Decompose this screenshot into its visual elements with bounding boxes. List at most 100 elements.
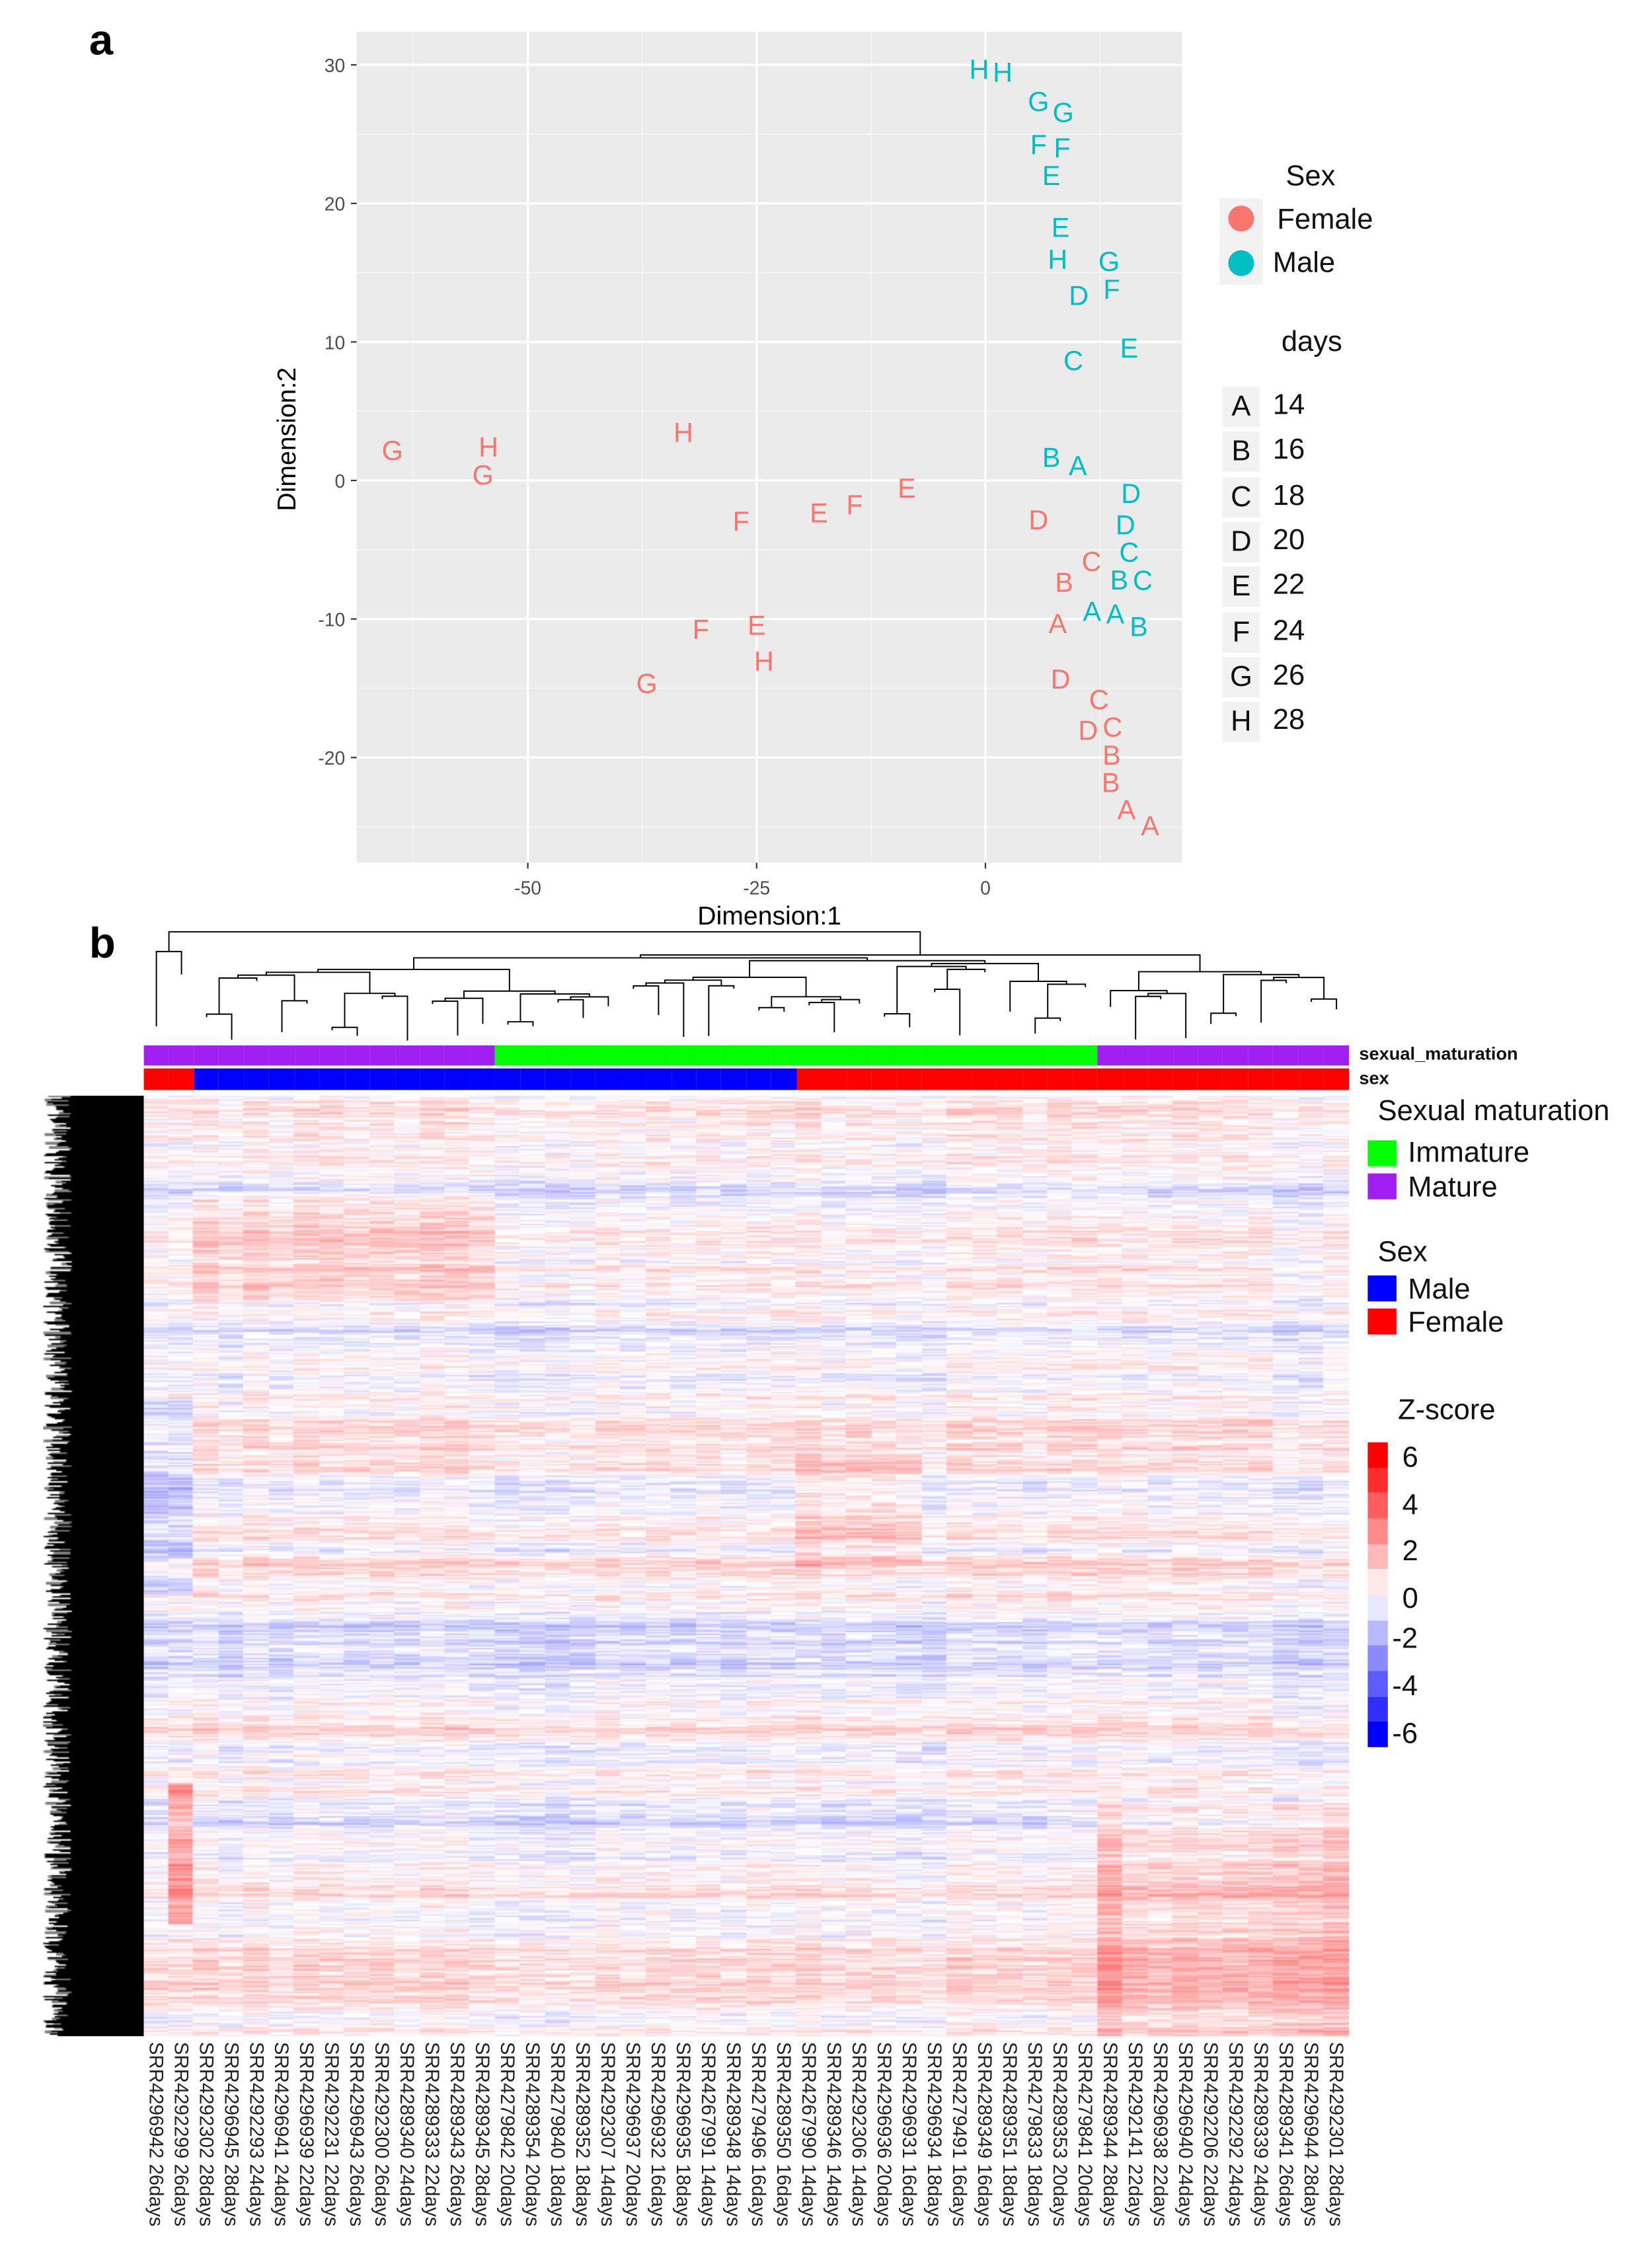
column-label: SRR4279491 16days xyxy=(948,2041,971,2227)
legend-immature: Immature xyxy=(1408,1137,1530,1170)
column-label: SRR4267990 14days xyxy=(798,2041,820,2227)
legend-heat-female: Female xyxy=(1408,1306,1504,1339)
male-dot-icon xyxy=(1228,250,1254,276)
column-label: SRR4296945 28days xyxy=(220,2041,243,2227)
legend-female: Female xyxy=(1277,204,1373,236)
colorbar-step xyxy=(1367,1569,1388,1595)
point-female: H xyxy=(754,646,774,677)
point-male: E xyxy=(1042,161,1061,191)
point-male: G xyxy=(1028,87,1049,117)
sex-cell xyxy=(896,1068,922,1090)
y-axis-title-wrap: Dimension:2 xyxy=(259,367,317,511)
sex-cell xyxy=(1223,1068,1248,1090)
column-label: SRR4296944 28days xyxy=(1300,2041,1322,2227)
y-axis-title: Dimension:2 xyxy=(272,367,301,511)
maturation-cell xyxy=(946,1045,972,1066)
maturation-cell xyxy=(696,1045,722,1066)
legend-mature: Mature xyxy=(1408,1172,1498,1204)
sex-cell xyxy=(946,1068,972,1090)
sex-cell xyxy=(395,1068,420,1090)
column-dendrogram xyxy=(155,931,1338,1041)
point-female: F xyxy=(846,490,863,520)
point-male: F xyxy=(1030,130,1047,160)
point-female: G xyxy=(382,435,403,466)
sex-cell xyxy=(771,1068,797,1090)
column-label: SRR4296939 22days xyxy=(295,2041,318,2227)
dendrogram-branch xyxy=(557,999,584,1018)
column-label: SRR4279842 20days xyxy=(496,2041,519,2227)
days-key-D: D xyxy=(1222,521,1260,562)
maturation-cell xyxy=(896,1045,922,1066)
sex-cell xyxy=(1273,1068,1299,1090)
dendrogram-branch xyxy=(444,997,484,1024)
column-label: SRR4289350 16days xyxy=(773,2041,795,2227)
maturation-cell xyxy=(1022,1045,1048,1066)
column-label: SRR4296934 18days xyxy=(923,2041,946,2227)
dendrogram-branch xyxy=(519,993,590,1022)
sex-cell xyxy=(997,1068,1022,1090)
column-label: SRR4267991 14days xyxy=(697,2041,720,2227)
column-label: SRR4292299 26days xyxy=(170,2041,192,2227)
point-female: D xyxy=(1078,716,1098,746)
column-label: SRR4289351 18days xyxy=(999,2041,1021,2227)
maturation-cell xyxy=(420,1045,445,1066)
sex-cell xyxy=(1198,1068,1223,1090)
sex-cell xyxy=(520,1068,546,1090)
maturation-cell xyxy=(646,1045,672,1066)
column-label: SRR4289333 22days xyxy=(421,2041,443,2227)
sex-legend-keys xyxy=(1219,198,1263,285)
dendrogram-branch xyxy=(1260,979,1287,1023)
maturation-cell xyxy=(822,1045,847,1066)
column-label: SRR4279833 18days xyxy=(1024,2041,1046,2227)
maturation-cell xyxy=(1298,1045,1324,1066)
column-label: SRR4289353 20days xyxy=(1049,2041,1071,2227)
point-male: D xyxy=(1069,280,1089,311)
mature-swatch xyxy=(1367,1173,1397,1199)
column-label: SRR4296943 26days xyxy=(346,2041,368,2227)
dendrogram-branch xyxy=(946,968,986,989)
column-label: SRR4279496 16days xyxy=(748,2041,770,2227)
column-label: SRR4292293 24days xyxy=(245,2041,268,2227)
column-label: SRR4292301 28days xyxy=(1325,2041,1347,2227)
dendrogram-branch xyxy=(432,1000,459,1036)
point-female: F xyxy=(733,506,749,537)
days-key-B: B xyxy=(1222,432,1260,472)
colorbar-step xyxy=(1367,1671,1388,1697)
dendrogram-branch xyxy=(1110,990,1168,1007)
sex-cell xyxy=(822,1068,847,1090)
zscore-tick-label: 4 xyxy=(1402,1490,1418,1522)
dendrogram-branch xyxy=(896,965,967,1014)
dendrogram-branch xyxy=(1135,995,1162,1040)
dendrogram-branch xyxy=(331,1026,358,1036)
sex-cell xyxy=(194,1068,219,1090)
sex-cell xyxy=(344,1068,370,1090)
column-label: SRR4292206 22days xyxy=(1200,2041,1221,2227)
dendrogram-branch xyxy=(507,1021,534,1026)
y-tick-label: 10 xyxy=(325,332,345,353)
female-swatch xyxy=(1367,1308,1397,1335)
point-male: H xyxy=(1048,245,1067,275)
maturation-cell xyxy=(1273,1045,1299,1066)
x-axis-title: Dimension:1 xyxy=(697,901,841,930)
column-label: SRR4292292 24days xyxy=(1225,2041,1247,2227)
zscore-legend-title: Z-score xyxy=(1398,1394,1496,1427)
x-tick-label: 0 xyxy=(980,877,991,898)
days-key-A: A xyxy=(1222,387,1260,428)
sex-cell xyxy=(470,1068,496,1090)
point-male: B xyxy=(1042,443,1061,473)
maturation-cell xyxy=(1172,1045,1198,1066)
maturation-cell xyxy=(1097,1045,1123,1066)
column-label: SRR4292231 22days xyxy=(321,2041,343,2227)
column-label: SRR4289341 26days xyxy=(1275,2041,1297,2227)
sex-cell xyxy=(1072,1068,1098,1090)
point-female: B xyxy=(1102,767,1120,798)
maturation-cell xyxy=(721,1045,747,1066)
point-male: F xyxy=(1103,274,1120,305)
sex-heat-legend-title: Sex xyxy=(1377,1236,1428,1269)
panel-b-letter: b xyxy=(89,920,116,968)
dendrogram-branch xyxy=(1034,1017,1061,1034)
sex-cell xyxy=(269,1068,295,1090)
dendrogram-branch xyxy=(218,977,258,1014)
point-female: B xyxy=(1102,740,1121,771)
dendrogram-branch xyxy=(808,1002,835,1033)
